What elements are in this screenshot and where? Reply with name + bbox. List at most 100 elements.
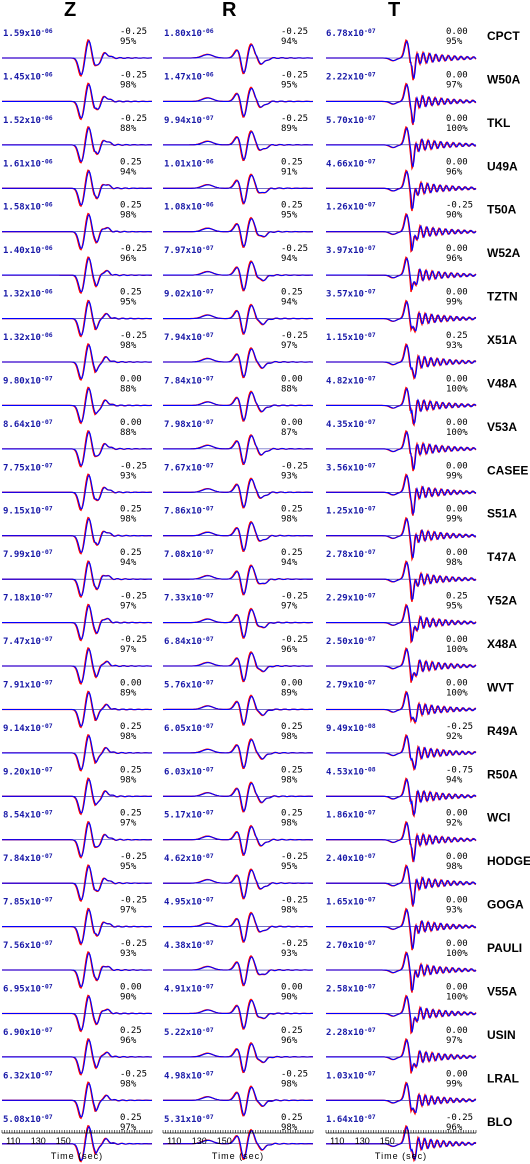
time-shift-label: 0.00: [120, 418, 142, 428]
fit-percent-label: 96%: [446, 167, 463, 177]
synthetic-waveform: [326, 344, 477, 380]
fit-percent-label: 97%: [281, 602, 298, 612]
synthetic-waveform: [326, 908, 477, 949]
fit-percent-label: 97%: [120, 819, 137, 829]
time-shift-label: -0.25: [120, 939, 147, 949]
fit-percent-label: 95%: [446, 602, 463, 612]
fit-percent-label: 98%: [120, 80, 137, 90]
amplitude-label: 1.61x10-06: [3, 157, 53, 169]
synthetic-waveform: [2, 691, 152, 727]
synthetic-waveform: [2, 1038, 152, 1075]
fit-percent-label: 98%: [281, 819, 298, 829]
fit-percent-label: 94%: [281, 254, 298, 264]
amplitude-label: 8.54x10-07: [3, 809, 53, 821]
fit-percent-label: 95%: [281, 211, 298, 221]
fit-percent-label: 89%: [120, 688, 137, 698]
synthetic-waveform: [2, 126, 153, 163]
synthetic-waveform: [326, 561, 477, 601]
synthetic-waveform: [163, 1130, 314, 1160]
synthetic-waveform: [326, 1039, 477, 1072]
station-name: T47A: [487, 550, 517, 564]
time-shift-label: -0.25: [446, 1113, 473, 1123]
synthetic-waveform: [326, 170, 477, 210]
amplitude-label: 7.86x10-07: [164, 505, 214, 517]
time-shift-label: 0.25: [120, 765, 142, 775]
fit-percent-label: 88%: [120, 428, 137, 438]
amplitude-label: 7.84x10-07: [164, 374, 214, 386]
fit-percent-label: 100%: [446, 428, 468, 438]
time-shift-label: -0.25: [281, 852, 308, 862]
amplitude-label: 7.08x10-07: [164, 548, 214, 560]
synthetic-waveform: [163, 826, 313, 856]
station-name: PAULI: [487, 941, 522, 955]
time-axis-r: 110 130 150 Time (sec): [162, 1130, 314, 1161]
synthetic-waveform: [326, 821, 477, 863]
amplitude-label: 1.01x10-06: [164, 157, 214, 169]
synthetic-waveform: [2, 648, 152, 684]
axis-label: Time (sec): [375, 1151, 427, 1161]
time-shift-label: -0.25: [281, 331, 308, 341]
station-name: R49A: [487, 724, 518, 738]
synthetic-waveform: [326, 1082, 477, 1114]
amplitude-label: 7.97x10-07: [164, 244, 214, 256]
fit-percent-label: 93%: [120, 471, 137, 481]
fit-percent-label: 96%: [120, 1036, 137, 1046]
amplitude-label: 7.18x10-07: [3, 592, 53, 604]
amplitude-label: 2.40x10-07: [326, 852, 376, 864]
amplitude-label: 7.94x10-07: [164, 331, 214, 343]
fit-percent-label: 93%: [446, 906, 463, 916]
time-axis-t: 110 130 150 Time (sec): [325, 1130, 477, 1161]
amplitude-label: 1.59x10-06: [3, 27, 53, 39]
amplitude-label: 7.91x10-07: [3, 678, 53, 690]
axis-label: Time (sec): [51, 1151, 103, 1161]
axis-tick-label: 130: [192, 1136, 207, 1146]
station-name: S51A: [487, 507, 517, 521]
amplitude-label: 1.26x10-07: [326, 201, 376, 213]
amplitude-label: 5.76x10-07: [164, 678, 214, 690]
amplitude-label: 9.94x10-07: [164, 114, 214, 126]
observed-waveform: [163, 173, 313, 205]
observed-waveform: [163, 347, 314, 379]
observed-waveform: [163, 737, 313, 770]
time-shift-label: 0.25: [281, 809, 303, 819]
fit-percent-label: 95%: [281, 80, 298, 90]
time-shift-label: 0.25: [281, 157, 303, 167]
amplitude-label: 6.90x10-07: [3, 1026, 53, 1038]
time-shift-label: 0.25: [120, 548, 142, 558]
amplitude-label: 9.49x10-08: [326, 722, 376, 734]
axis-tick-label: 110: [167, 1136, 181, 1146]
synthetic-waveform: [163, 478, 314, 508]
synthetic-waveform: [2, 170, 152, 206]
amplitude-label: 7.84x10-07: [3, 852, 53, 864]
time-shift-label: 0.25: [120, 809, 142, 819]
time-shift-label: 0.00: [446, 505, 468, 515]
axis-tick-label: 130: [355, 1136, 370, 1146]
station-name: BLO: [487, 1115, 512, 1129]
station-name: X48A: [487, 637, 517, 651]
time-shift-label: 0.25: [281, 505, 303, 515]
station-name: R50A: [487, 767, 518, 781]
